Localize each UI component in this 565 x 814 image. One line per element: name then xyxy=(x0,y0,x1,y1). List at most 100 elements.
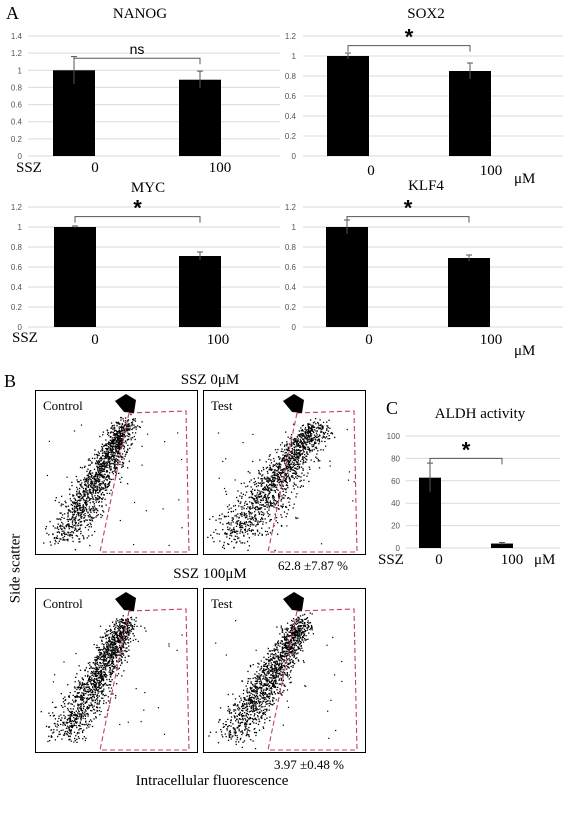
event-dot xyxy=(52,533,54,535)
event-dot xyxy=(115,440,117,443)
event-dot xyxy=(75,534,77,537)
event-dot xyxy=(277,474,279,476)
event-dot xyxy=(69,533,71,536)
event-dot xyxy=(79,492,82,495)
event-dot xyxy=(129,424,131,427)
event-dot xyxy=(101,462,104,464)
event-dot xyxy=(268,650,270,652)
event-dot xyxy=(273,460,275,462)
event-dot xyxy=(286,622,289,624)
event-dot xyxy=(296,453,298,455)
event-dot xyxy=(111,632,113,634)
event-dot xyxy=(81,695,83,698)
event-dot xyxy=(94,686,97,688)
event-dot xyxy=(288,501,290,503)
event-dot xyxy=(223,487,226,490)
event-dot xyxy=(248,735,250,738)
event-dot xyxy=(80,727,82,730)
event-dot xyxy=(114,641,116,644)
event-dot xyxy=(264,486,266,488)
event-dot xyxy=(82,698,84,701)
event-dot xyxy=(122,631,124,634)
event-dot xyxy=(103,646,105,648)
event-dot xyxy=(269,520,271,522)
event-dot xyxy=(266,671,269,673)
event-dot xyxy=(113,429,116,431)
event-dot xyxy=(117,630,119,632)
event-dot xyxy=(274,500,277,502)
event-dot xyxy=(78,704,80,706)
event-dot xyxy=(79,713,81,716)
event-dot xyxy=(95,688,97,690)
event-dot xyxy=(89,473,92,475)
event-dot xyxy=(48,440,51,442)
event-dot xyxy=(295,634,297,636)
event-dot xyxy=(110,431,112,433)
event-dot xyxy=(118,440,121,442)
event-dot xyxy=(121,456,123,458)
event-dot xyxy=(279,669,281,671)
event-dot xyxy=(92,679,94,681)
event-dot xyxy=(103,650,105,653)
event-dot xyxy=(278,481,280,484)
event-dot xyxy=(79,509,81,511)
event-dot xyxy=(108,461,111,463)
event-dot xyxy=(60,519,62,521)
event-dot xyxy=(269,505,272,507)
event-dot xyxy=(235,731,237,733)
event-dot xyxy=(307,472,309,474)
event-dot xyxy=(291,450,293,452)
event-dot xyxy=(281,516,283,518)
event-dot xyxy=(122,643,125,645)
event-dot xyxy=(253,524,255,526)
event-dot xyxy=(76,695,78,697)
event-dot xyxy=(289,631,291,633)
event-dot xyxy=(101,506,103,508)
event-dot xyxy=(117,443,119,446)
event-dot xyxy=(95,460,98,462)
event-dot xyxy=(108,464,111,467)
event-dot xyxy=(252,433,254,436)
event-dot xyxy=(70,531,72,534)
event-dot xyxy=(80,715,82,718)
event-dot xyxy=(319,427,322,429)
event-dot xyxy=(67,514,69,516)
event-dot xyxy=(236,738,238,741)
event-dot xyxy=(253,718,256,720)
event-dot xyxy=(115,650,117,652)
event-dot xyxy=(252,519,255,521)
event-dot xyxy=(74,521,76,523)
event-dot xyxy=(293,472,296,475)
event-dot xyxy=(96,465,98,467)
event-dot xyxy=(101,639,103,641)
event-dot xyxy=(302,439,305,441)
event-dot xyxy=(115,440,118,442)
event-dot xyxy=(48,712,50,714)
event-dot xyxy=(105,663,107,665)
event-dot xyxy=(125,452,128,454)
event-dot xyxy=(229,534,231,536)
event-dot xyxy=(119,439,122,442)
event-dot xyxy=(225,493,228,495)
event-dot xyxy=(320,449,322,451)
event-dot xyxy=(121,435,123,437)
event-dot xyxy=(115,474,117,477)
event-dot xyxy=(44,528,47,530)
event-dot xyxy=(100,516,102,519)
event-dot xyxy=(246,515,248,517)
event-dot xyxy=(290,669,292,672)
event-dot xyxy=(266,489,268,491)
event-dot xyxy=(60,503,63,505)
event-dot xyxy=(301,446,304,448)
event-dot xyxy=(121,619,124,622)
event-dot xyxy=(112,639,114,641)
event-dot xyxy=(76,508,79,510)
event-dot xyxy=(126,467,129,469)
event-dot xyxy=(286,644,288,647)
event-dot xyxy=(79,483,81,486)
event-dot xyxy=(98,683,100,685)
event-dot xyxy=(260,710,263,712)
event-dot xyxy=(105,659,107,661)
event-dot xyxy=(78,713,80,715)
